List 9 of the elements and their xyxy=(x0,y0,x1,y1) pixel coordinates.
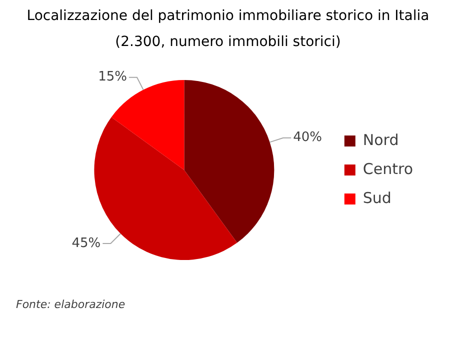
chart-subtitle: (2.300, numero immobili storici) xyxy=(114,34,342,50)
legend-label: Centro xyxy=(362,160,414,178)
legend-label: Nord xyxy=(362,130,399,149)
chart-title: Localizzazione del patrimonio immobiliare storico in Italia xyxy=(26,8,430,24)
data-label: 15% xyxy=(98,70,127,85)
data-label: 45% xyxy=(72,236,101,251)
legend-label: Sud xyxy=(362,188,392,207)
source-note: Fonte: elaborazione xyxy=(16,298,126,311)
data-label: 40% xyxy=(293,130,322,146)
